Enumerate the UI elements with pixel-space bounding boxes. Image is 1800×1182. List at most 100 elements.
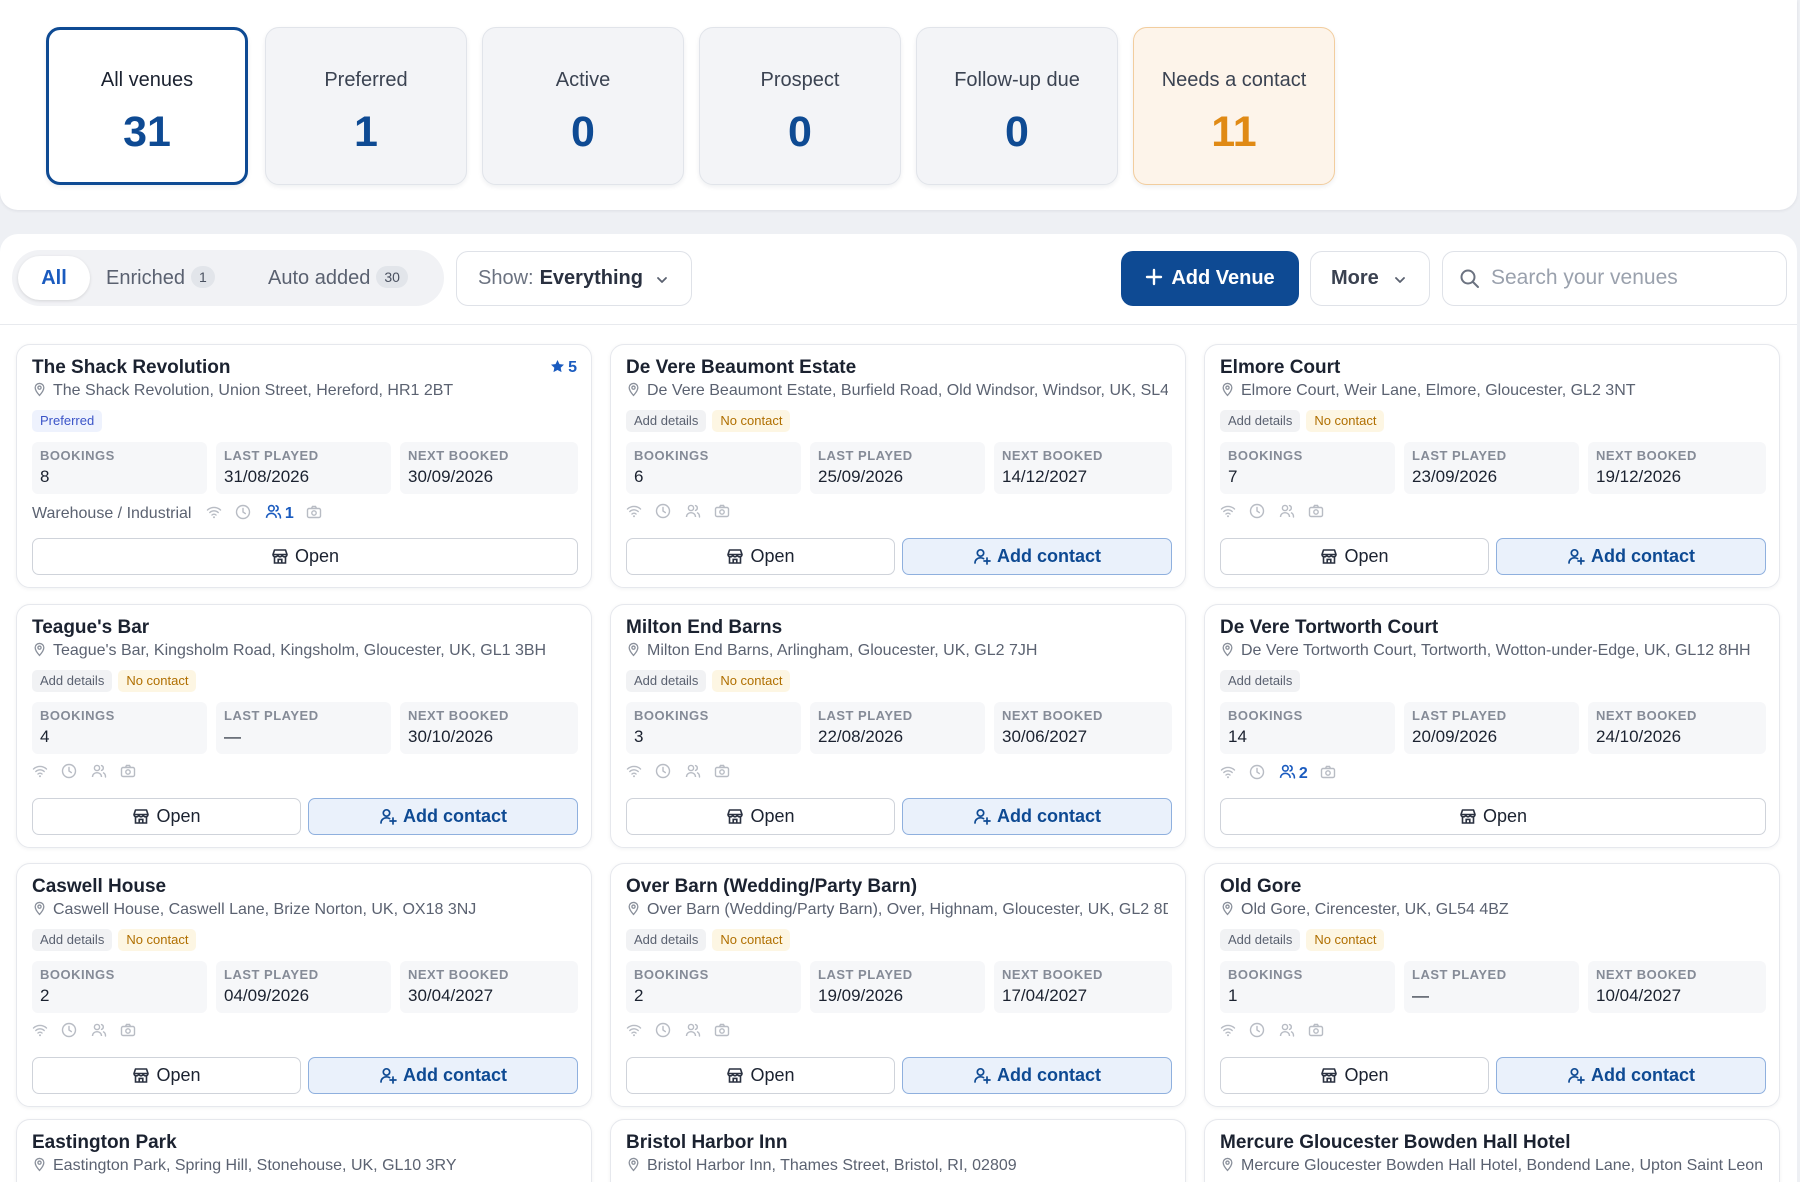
add-contact-button[interactable]: Add contact	[1496, 538, 1766, 575]
add-contact-button[interactable]: Add contact	[308, 798, 578, 835]
location-pin-icon	[1220, 382, 1235, 397]
venue-name: Eastington Park	[32, 1132, 177, 1153]
venue-card[interactable]: Eastington Park Eastington Park, Spring …	[16, 1119, 592, 1182]
venue-card[interactable]: Mercure Gloucester Bowden Hall Hotel Mer…	[1204, 1119, 1780, 1182]
location-pin-icon	[32, 1157, 47, 1172]
last-played-stat: LAST PLAYED —	[216, 702, 391, 754]
next-booked-stat: NEXT BOOKED 30/10/2026	[400, 702, 578, 754]
add-contact-button[interactable]: Add contact	[1496, 1057, 1766, 1094]
next-booked-stat: NEXT BOOKED 14/12/2027	[994, 442, 1172, 494]
add-contact-button[interactable]: Add contact	[902, 538, 1172, 575]
stat-label: NEXT BOOKED	[1596, 967, 1697, 982]
venue-card[interactable]: De Vere Tortworth Court De Vere Tortwort…	[1204, 604, 1780, 848]
venue-card[interactable]: The Shack Revolution 5 The Shack Revolut…	[16, 344, 592, 588]
add-details-badge[interactable]: Add details	[626, 410, 707, 432]
badges: Add details No contact	[626, 410, 796, 432]
stat-value: 17/04/2027	[1002, 986, 1088, 1005]
add-details-badge[interactable]: Add details	[1220, 410, 1301, 432]
bookings-stat: BOOKINGS 14	[1220, 702, 1395, 754]
stat-card-follow-up-due[interactable]: Follow-up due 0	[916, 27, 1118, 185]
open-button[interactable]: Open	[32, 538, 578, 575]
show-dropdown[interactable]: Show: Everything	[456, 251, 692, 306]
more-button[interactable]: More	[1310, 251, 1430, 306]
stat-value: 30/06/2027	[1002, 727, 1088, 746]
open-button[interactable]: Open	[1220, 1057, 1489, 1094]
stat-label: LAST PLAYED	[818, 708, 913, 723]
add-contact-button[interactable]: Add contact	[308, 1057, 578, 1094]
open-button[interactable]: Open	[1220, 538, 1489, 575]
stat-label: BOOKINGS	[1228, 448, 1303, 463]
users-icon	[91, 1022, 107, 1038]
venue-stats: BOOKINGS 3 LAST PLAYED 22/08/2026 NEXT BOO…	[626, 702, 1172, 754]
bookings-stat: BOOKINGS 1	[1220, 961, 1395, 1013]
venue-name: Mercure Gloucester Bowden Hall Hotel	[1220, 1132, 1571, 1153]
venue-address: De Vere Beaumont Estate, Burfield Road, …	[626, 382, 1168, 400]
users-icon	[91, 763, 107, 779]
camera-icon	[120, 1022, 136, 1038]
card-actions: Open	[32, 538, 578, 575]
rating[interactable]: 5	[550, 359, 577, 377]
venue-card[interactable]: Caswell House Caswell House, Caswell Lan…	[16, 863, 592, 1107]
add-details-badge[interactable]: Add details	[626, 670, 707, 692]
camera-icon	[714, 763, 730, 779]
store-icon	[726, 807, 744, 825]
add-contact-button[interactable]: Add contact	[902, 798, 1172, 835]
venue-name: Bristol Harbor Inn	[626, 1132, 788, 1153]
store-icon	[132, 1066, 150, 1084]
tab-auto-added[interactable]: Auto added 30	[268, 256, 408, 300]
venue-card[interactable]: Bristol Harbor Inn Bristol Harbor Inn, T…	[610, 1119, 1186, 1182]
clock-icon	[655, 1022, 671, 1038]
stat-label: Needs a contact	[1161, 69, 1307, 91]
venue-card[interactable]: Teague's Bar Teague's Bar, Kingsholm Roa…	[16, 604, 592, 848]
stat-value: 30/10/2026	[408, 727, 494, 746]
venue-name: De Vere Tortworth Court	[1220, 617, 1439, 638]
stat-label: BOOKINGS	[634, 967, 709, 982]
stat-label: LAST PLAYED	[1412, 448, 1507, 463]
open-button[interactable]: Open	[626, 798, 895, 835]
open-label: Open	[1344, 546, 1389, 566]
search-input[interactable]	[1491, 262, 1771, 294]
add-details-badge[interactable]: Add details	[1220, 929, 1301, 951]
badges: Add details No contact	[626, 670, 796, 692]
venue-address: Bristol Harbor Inn, Thames Street, Brist…	[626, 1157, 1168, 1175]
add-details-badge[interactable]: Add details	[1220, 670, 1301, 692]
venue-card[interactable]: Milton End Barns Milton End Barns, Arlin…	[610, 604, 1186, 848]
badges: Add details No contact	[1220, 410, 1390, 432]
open-button[interactable]: Open	[32, 798, 301, 835]
stat-value: 19/09/2026	[818, 986, 904, 1005]
stat-card-needs-contact[interactable]: Needs a contact 11	[1133, 27, 1335, 185]
tab-all[interactable]: All	[18, 256, 90, 300]
add-details-badge[interactable]: Add details	[32, 929, 113, 951]
bookings-stat: BOOKINGS 4	[32, 702, 207, 754]
add-venue-button[interactable]: Add Venue	[1121, 251, 1299, 306]
tab-enriched[interactable]: Enriched 1	[106, 256, 215, 300]
store-icon	[1459, 807, 1477, 825]
card-actions: Open Add contact	[32, 1057, 578, 1094]
open-button[interactable]: Open	[626, 1057, 895, 1094]
venue-card[interactable]: Elmore Court Elmore Court, Weir Lane, El…	[1204, 344, 1780, 588]
bookings-stat: BOOKINGS 3	[626, 702, 801, 754]
add-details-badge[interactable]: Add details	[32, 670, 113, 692]
no-contact-badge: No contact	[1306, 410, 1385, 432]
venue-address: Teague's Bar, Kingsholm Road, Kingsholm,…	[32, 642, 574, 660]
venue-card[interactable]: De Vere Beaumont Estate De Vere Beaumont…	[610, 344, 1186, 588]
add-contact-label: Add contact	[1590, 1065, 1695, 1085]
stat-label: NEXT BOOKED	[408, 448, 509, 463]
venue-stats: BOOKINGS 6 LAST PLAYED 25/09/2026 NEXT BOO…	[626, 442, 1172, 494]
add-contact-label: Add contact	[402, 806, 507, 826]
add-contact-button[interactable]: Add contact	[902, 1057, 1172, 1094]
location-pin-icon	[626, 642, 641, 657]
open-button[interactable]: Open	[626, 538, 895, 575]
stat-card-all-venues[interactable]: All venues 31	[46, 27, 248, 185]
venue-card[interactable]: Old Gore Old Gore, Cirencester, UK, GL54…	[1204, 863, 1780, 1107]
add-venue-label: Add Venue	[1171, 267, 1275, 289]
stat-value: 14/12/2027	[1002, 467, 1088, 486]
venue-card[interactable]: Over Barn (Wedding/Party Barn) Over Barn…	[610, 863, 1186, 1107]
stat-card-preferred[interactable]: Preferred 1	[265, 27, 467, 185]
open-button[interactable]: Open	[1220, 798, 1766, 835]
stat-card-active[interactable]: Active 0	[482, 27, 684, 185]
open-button[interactable]: Open	[32, 1057, 301, 1094]
stat-card-prospect[interactable]: Prospect 0	[699, 27, 901, 185]
venue-stats: BOOKINGS 1 LAST PLAYED — NEXT BOOKED 10/04/…	[1220, 961, 1766, 1013]
add-details-badge[interactable]: Add details	[626, 929, 707, 951]
